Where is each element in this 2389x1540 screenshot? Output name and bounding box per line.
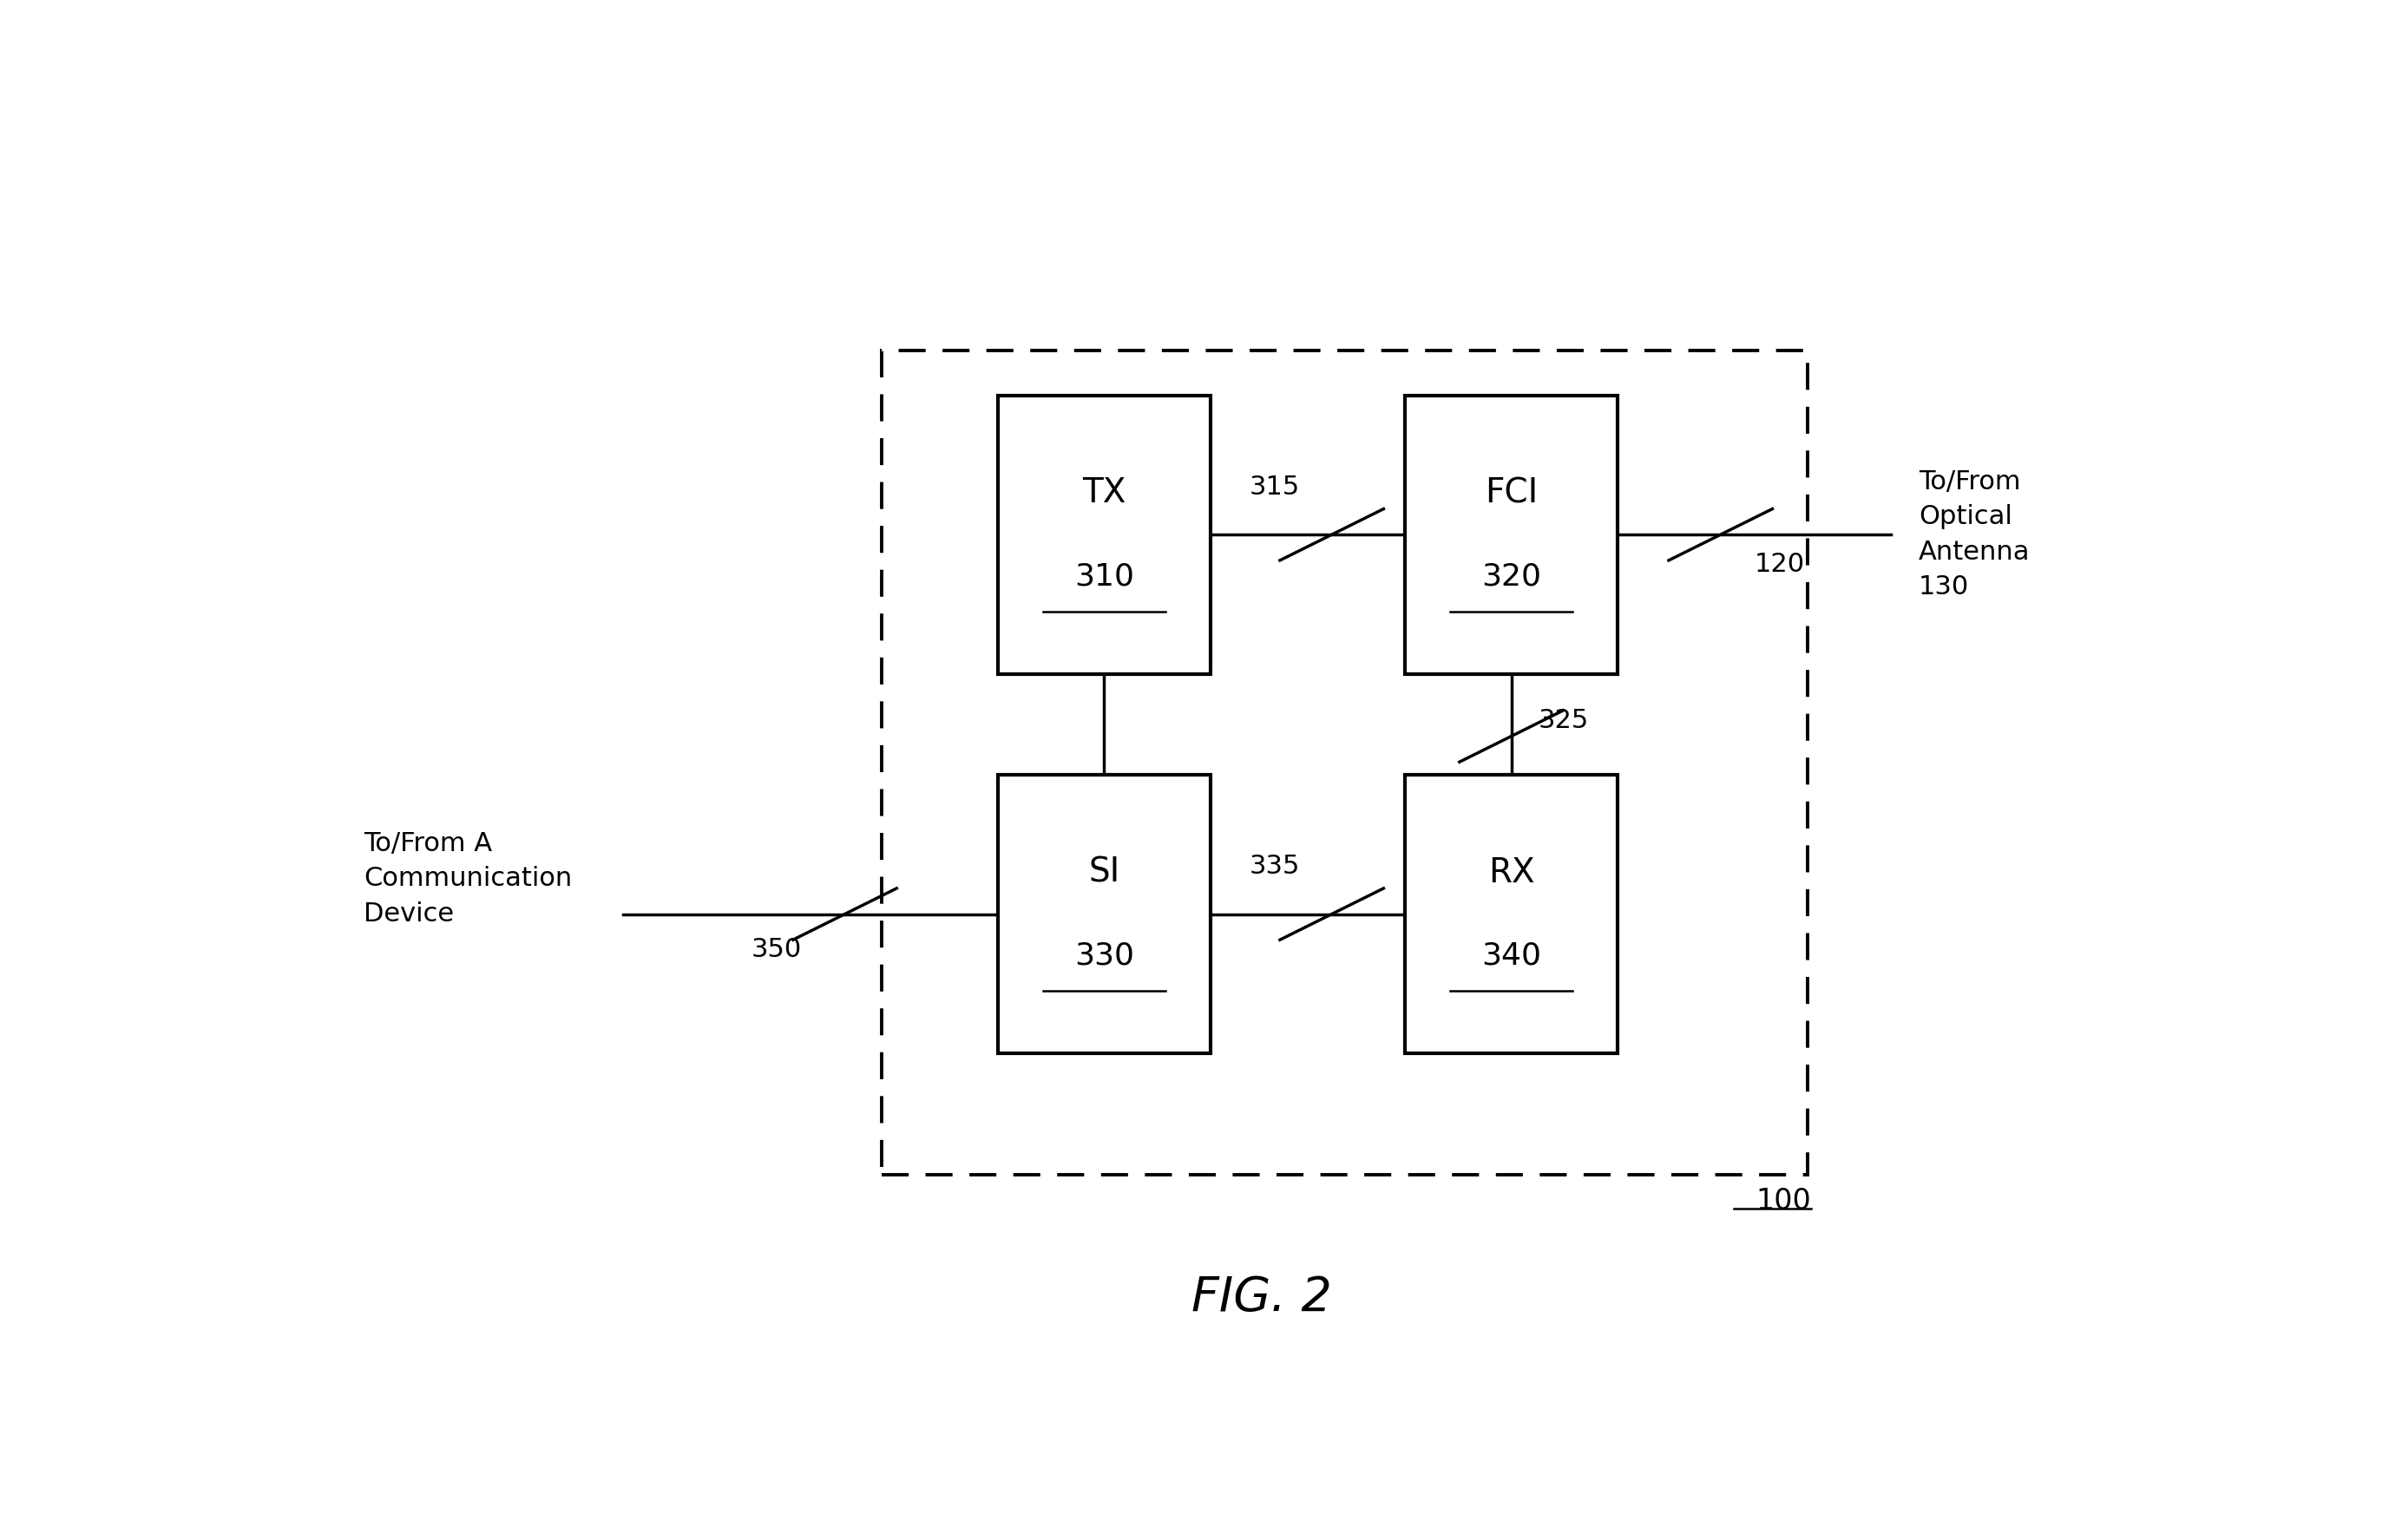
Bar [999, 396, 1211, 675]
Bar [882, 351, 1808, 1175]
Text: RX: RX [1488, 856, 1534, 889]
Text: TX: TX [1082, 476, 1125, 510]
Text: 320: 320 [1481, 562, 1541, 591]
Text: FCI: FCI [1486, 476, 1539, 510]
Text: To/From
Optical
Antenna
130: To/From Optical Antenna 130 [1918, 470, 2031, 601]
Text: 325: 325 [1539, 708, 1589, 733]
Text: 120: 120 [1754, 551, 1806, 578]
Text: 330: 330 [1075, 941, 1135, 970]
Text: 310: 310 [1075, 562, 1135, 591]
Bar [999, 775, 1211, 1053]
Text: 100: 100 [1756, 1187, 1811, 1215]
Text: 350: 350 [750, 936, 803, 962]
Text: 335: 335 [1249, 855, 1300, 879]
Text: FIG. 2: FIG. 2 [1192, 1274, 1331, 1320]
Bar [1405, 396, 1617, 675]
Text: To/From A
Communication
Device: To/From A Communication Device [363, 830, 571, 926]
Text: 315: 315 [1249, 474, 1300, 501]
Text: 340: 340 [1481, 941, 1541, 970]
Bar [1405, 775, 1617, 1053]
Text: SI: SI [1089, 856, 1120, 889]
